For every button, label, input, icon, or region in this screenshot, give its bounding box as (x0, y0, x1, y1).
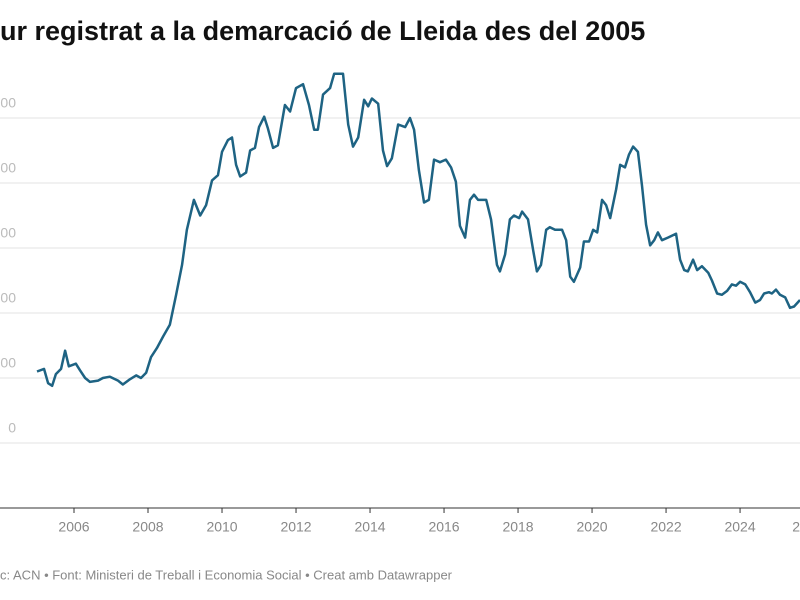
x-tick-label: 2024 (724, 519, 755, 535)
x-tick-label: 2014 (354, 519, 385, 535)
y-tick-label: 000 (0, 160, 16, 176)
x-tick-label: 2 (792, 519, 800, 535)
x-tick-label: 2016 (428, 519, 459, 535)
y-tick-label: 000 (0, 95, 16, 111)
source-note: c: ACN • Font: Ministeri de Treball i Ec… (0, 567, 453, 582)
x-tick-label: 2018 (502, 519, 533, 535)
y-tick-label: 000 (0, 355, 16, 371)
x-tick-label: 2012 (280, 519, 311, 535)
x-tick-label: 2008 (132, 519, 163, 535)
x-tick-label: 2020 (576, 519, 607, 535)
y-tick-label: 0 (8, 420, 16, 436)
chart-title: ur registrat a la demarcació de Lleida d… (0, 16, 645, 46)
x-tick-label: 2022 (650, 519, 681, 535)
data-line (36, 72, 800, 388)
y-tick-label: 000 (0, 290, 16, 306)
y-tick-label: 000 (0, 225, 16, 241)
x-tick-label: 2006 (58, 519, 89, 535)
x-tick-label: 2010 (206, 519, 237, 535)
